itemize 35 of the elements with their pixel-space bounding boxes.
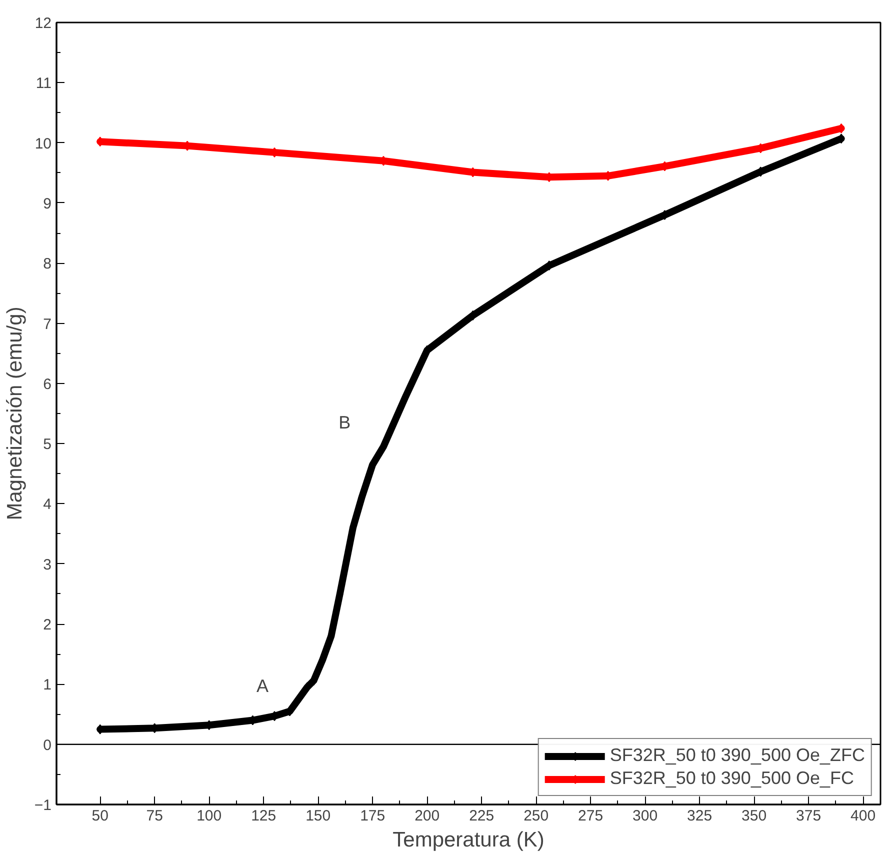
x-tick-label: 200 xyxy=(414,808,440,824)
annotation: A xyxy=(256,676,268,696)
y-tick-label: 2 xyxy=(43,616,52,634)
x-tick-label: 350 xyxy=(742,808,767,824)
x-tick-label: 50 xyxy=(92,808,108,824)
y-tick-label: 6 xyxy=(43,376,52,393)
x-tick-label: 175 xyxy=(360,808,386,824)
y-tick-label: 1 xyxy=(43,676,52,694)
y-tick-label: −1 xyxy=(34,797,52,814)
y-tick-label: 9 xyxy=(43,195,52,212)
y-axis-title: Magnetización (emu/g) xyxy=(3,306,26,520)
x-tick-label: 250 xyxy=(524,808,549,824)
annotation: B xyxy=(338,412,351,433)
x-tick-label: 75 xyxy=(146,808,163,824)
x-tick-label: 225 xyxy=(469,808,494,824)
x-tick-label: 375 xyxy=(796,808,822,824)
y-tick-label: 12 xyxy=(34,15,52,32)
y-tick-label: 7 xyxy=(43,316,52,333)
y-tick-label: 10 xyxy=(34,135,52,152)
x-tick-label: 400 xyxy=(850,808,876,824)
y-tick-label: 3 xyxy=(43,556,52,574)
x-tick-label: 275 xyxy=(578,808,604,824)
legend-label: SF32R_50 t0 390_500 Oe_ZFC xyxy=(610,745,865,766)
x-tick-label: 125 xyxy=(251,808,276,824)
x-tick-label: 150 xyxy=(306,808,331,824)
x-tick-label: 300 xyxy=(632,808,658,824)
x-tick-label: 325 xyxy=(687,808,712,824)
y-tick-label: 5 xyxy=(43,436,52,454)
y-tick-label: 11 xyxy=(36,75,52,92)
x-tick-label: 100 xyxy=(196,808,222,824)
legend-label: SF32R_50 t0 390_500 Oe_FC xyxy=(610,768,854,789)
y-tick-label: 4 xyxy=(43,496,52,514)
x-axis-title: Temperatura (K) xyxy=(392,828,544,852)
y-tick-label: 8 xyxy=(43,256,52,273)
y-tick-label: 0 xyxy=(43,736,52,754)
